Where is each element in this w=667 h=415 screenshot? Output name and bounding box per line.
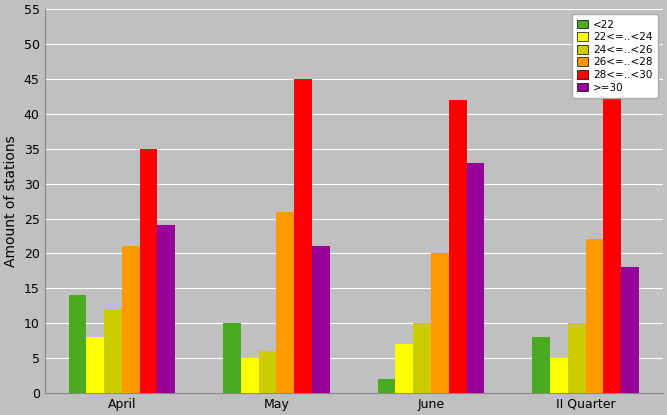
Bar xyxy=(241,358,259,393)
Bar xyxy=(157,225,175,393)
Bar xyxy=(86,337,104,393)
Legend: <22, 22<=..<24, 24<=..<26, 26<=..<28, 28<=..<30, >=30: <22, 22<=..<24, 24<=..<26, 26<=..<28, 28… xyxy=(572,15,658,98)
Bar xyxy=(139,149,157,393)
Bar xyxy=(586,239,604,393)
Bar xyxy=(550,358,568,393)
Bar xyxy=(69,295,86,393)
Bar xyxy=(294,79,312,393)
Bar xyxy=(414,323,431,393)
Bar xyxy=(122,247,139,393)
Bar xyxy=(312,247,329,393)
Bar xyxy=(466,163,484,393)
Bar xyxy=(378,379,396,393)
Bar xyxy=(568,323,586,393)
Bar xyxy=(621,267,639,393)
Y-axis label: Amount of stations: Amount of stations xyxy=(4,135,18,267)
Bar xyxy=(104,309,122,393)
Bar xyxy=(604,37,621,393)
Bar xyxy=(223,323,241,393)
Bar xyxy=(259,351,276,393)
Bar xyxy=(431,254,449,393)
Bar xyxy=(396,344,414,393)
Bar xyxy=(276,212,294,393)
Bar xyxy=(532,337,550,393)
Bar xyxy=(449,100,466,393)
